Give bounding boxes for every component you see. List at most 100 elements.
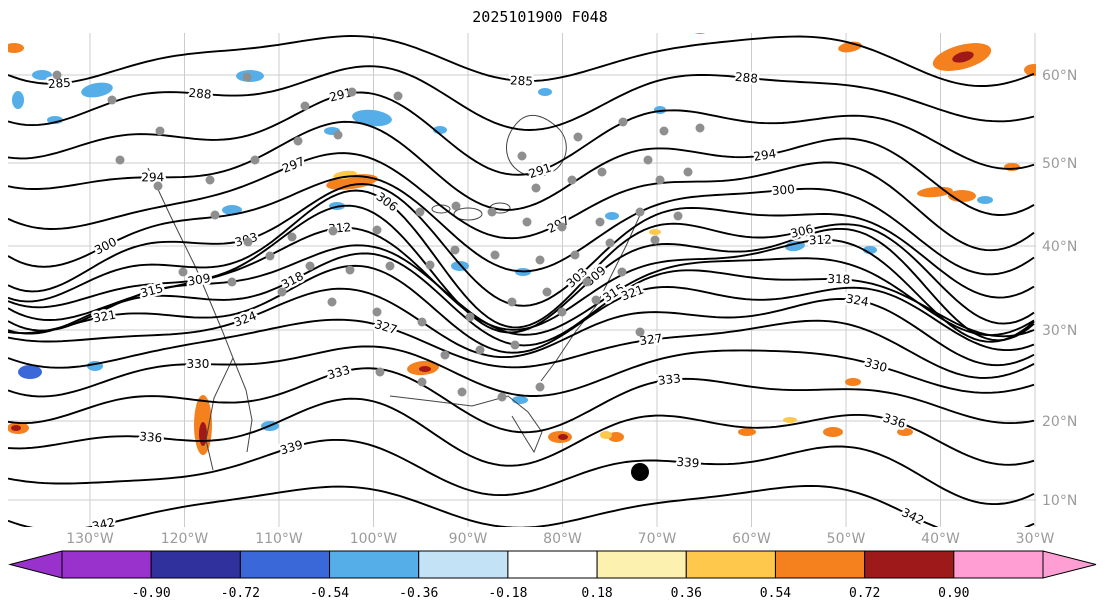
station-dot	[107, 95, 117, 105]
contour-line-288	[8, 65, 1035, 131]
contour-line-294	[8, 120, 1035, 216]
colorbar-segment	[864, 550, 955, 579]
coastline-path	[389, 395, 543, 454]
colorbar-tick-label: -0.54	[310, 586, 349, 601]
colorbar-tick-label: -0.90	[132, 586, 171, 601]
station-dot	[153, 181, 163, 191]
station-dot	[450, 245, 460, 255]
contour-label: 330	[863, 355, 889, 375]
contour-line-342	[8, 485, 1035, 527]
contour-label: 339	[278, 438, 304, 458]
station-dot	[287, 232, 297, 242]
station-dot	[277, 287, 287, 297]
contour-label: 330	[187, 357, 210, 371]
station-dot	[465, 312, 475, 322]
station-dot	[570, 250, 580, 260]
colorbar-segment	[418, 550, 509, 579]
contour-label: 333	[657, 371, 681, 388]
contour-label: 333	[326, 363, 352, 383]
contour-label: 312	[809, 232, 832, 247]
station-dot	[227, 277, 237, 287]
station-dot	[535, 255, 545, 265]
shaded-patch-orange	[823, 427, 843, 437]
station-dot	[305, 261, 315, 271]
station-dot	[650, 235, 660, 245]
station-dot	[300, 101, 310, 111]
station-dot	[542, 287, 552, 297]
station-dot	[595, 217, 605, 227]
contour-label: 297	[280, 154, 306, 176]
contour-label: 339	[676, 455, 700, 471]
station-dot	[242, 72, 252, 82]
station-dot	[531, 183, 541, 193]
colorbar-segment	[685, 550, 776, 579]
shaded-patch-gold	[783, 417, 797, 423]
colorbar-tick-label: 0.90	[938, 586, 969, 601]
coastline-path	[232, 357, 253, 453]
shaded-patch-blue	[451, 261, 469, 271]
station-dot	[517, 151, 527, 161]
shaded-patch-gold	[649, 229, 661, 235]
colorbar-tick-label: 0.18	[581, 586, 612, 601]
shaded-patch-orange	[897, 428, 913, 436]
station-dot	[415, 207, 425, 217]
station-dot-layer	[52, 70, 705, 481]
contour-line-300	[8, 175, 1035, 276]
station-dot	[618, 117, 628, 127]
station-dot	[522, 217, 532, 227]
station-dot	[417, 317, 427, 327]
shaded-patch-blue	[538, 88, 552, 96]
station-dot	[333, 130, 343, 140]
colorbar-segment	[329, 550, 420, 579]
station-dot	[393, 91, 403, 101]
station-dot	[372, 307, 382, 317]
contour-label: 300	[92, 235, 119, 258]
station-dot	[605, 238, 615, 248]
contour-label: 321	[619, 283, 645, 304]
contour-line-309	[8, 204, 1035, 342]
station-dot	[250, 155, 260, 165]
coastline-path	[506, 114, 567, 177]
lon-tick-label: 60°W	[732, 531, 771, 547]
station-dot	[328, 226, 338, 236]
station-dot	[457, 387, 467, 397]
colorbar-tick-label: -0.72	[221, 586, 260, 601]
contour-label: 288	[734, 70, 758, 86]
shaded-patch-orange	[694, 33, 706, 34]
lon-tick-label: 130°W	[66, 531, 114, 547]
station-dot	[510, 340, 520, 350]
contour-line-336	[8, 397, 1035, 467]
contour-line-315	[8, 244, 1035, 337]
coastline-layer	[147, 114, 641, 471]
lat-tick-label: 30°N	[1042, 323, 1077, 339]
shaded-patch-gold	[600, 431, 612, 439]
station-dot	[597, 167, 607, 177]
station-dot	[497, 392, 507, 402]
coastline-path	[147, 167, 234, 471]
lat-tick-label: 20°N	[1042, 414, 1077, 430]
shaded-patch-blue	[222, 205, 242, 215]
station-dot	[487, 207, 497, 217]
station-dot	[591, 295, 601, 305]
station-dot	[567, 175, 577, 185]
colorbar-tick-label: 0.72	[849, 586, 880, 601]
shaded-patch-blue	[605, 212, 619, 220]
colorbar-segment	[150, 550, 241, 579]
station-dot	[695, 123, 705, 133]
shading-layer	[8, 33, 1036, 455]
contour-label: 294	[752, 146, 777, 164]
station-dot	[557, 307, 567, 317]
shaded-patch-red	[11, 425, 21, 431]
colorbar-segment	[774, 550, 866, 579]
contour-line-285	[8, 35, 1035, 87]
colorbar-segment	[953, 550, 1044, 579]
shaded-patch-orange	[1004, 163, 1020, 171]
lon-tick-label: 80°W	[543, 531, 582, 547]
shaded-patch-orange	[738, 428, 756, 436]
shaded-patch-orange	[845, 378, 861, 386]
contour-label: 324	[845, 291, 870, 309]
station-dot	[557, 222, 567, 232]
station-dot	[155, 126, 165, 136]
station-dot	[385, 261, 395, 271]
